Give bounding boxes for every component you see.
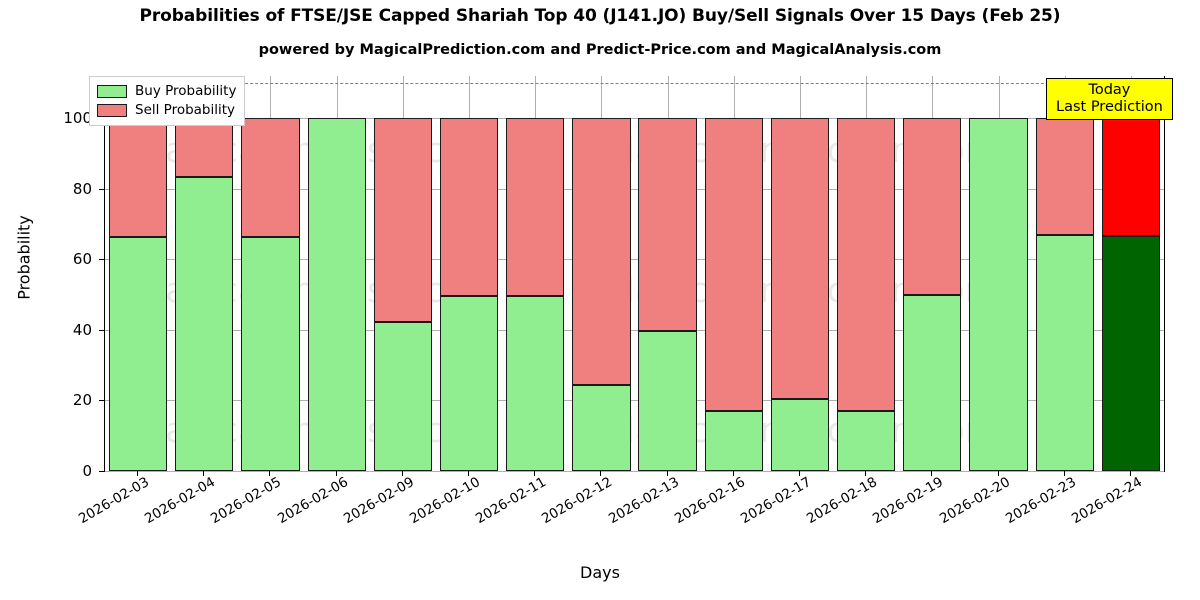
legend-item-sell[interactable]: Sell Probability (97, 101, 236, 120)
y-tick-label: 40 (72, 320, 92, 339)
legend-label-buy: Buy Probability (135, 82, 237, 99)
chart-title: Probabilities of FTSE/JSE Capped Shariah… (139, 6, 1061, 26)
x-tick-mark (137, 471, 139, 476)
bar-group[interactable] (770, 76, 830, 471)
bar-segment-sell[interactable] (572, 118, 631, 385)
x-tick-mark (468, 471, 470, 476)
x-axis-label: Days (580, 563, 620, 582)
x-tick-mark (666, 471, 668, 476)
bar-segment-sell[interactable] (837, 118, 896, 412)
gridline-horizontal (105, 471, 1164, 472)
bar-group[interactable] (969, 76, 1028, 471)
chart-subtitle: powered by MagicalPrediction.com and Pre… (258, 42, 942, 58)
bar-group[interactable] (506, 76, 565, 471)
y-tick-mark (99, 471, 104, 472)
bar-group[interactable] (439, 76, 499, 471)
bar-segment-sell[interactable] (770, 118, 830, 399)
x-tick-mark (335, 471, 337, 476)
bar-segment-buy[interactable] (969, 118, 1028, 471)
bar-segment-sell[interactable] (903, 118, 962, 295)
bar-segment-sell[interactable] (638, 118, 697, 331)
bar-segment-buy[interactable] (175, 177, 234, 471)
bar-segment-buy[interactable] (638, 330, 697, 471)
x-tick-mark (600, 471, 602, 476)
x-tick-mark (1063, 471, 1065, 476)
bar-segment-sell[interactable] (439, 118, 499, 297)
bar-segment-sell[interactable] (373, 118, 432, 323)
gridline-horizontal (105, 259, 1164, 261)
gridline-horizontal (105, 188, 1164, 190)
bar-group[interactable] (572, 76, 631, 471)
bar-segment-buy[interactable] (1101, 236, 1161, 471)
bar-group[interactable] (175, 76, 234, 471)
bar-group[interactable] (837, 76, 896, 471)
bar-segment-sell[interactable] (1035, 118, 1094, 235)
reference-dashed-line (105, 83, 1164, 85)
bar-segment-buy[interactable] (241, 237, 300, 471)
today-annotation: Today Last Prediction (1046, 78, 1173, 121)
bar-segment-buy[interactable] (108, 237, 168, 471)
x-tick-mark (269, 471, 271, 476)
bar-group[interactable] (903, 76, 962, 471)
bar-segment-buy[interactable] (506, 296, 565, 471)
x-tick-mark (534, 471, 536, 476)
bar-group[interactable] (704, 76, 763, 471)
y-tick-label: 60 (72, 250, 92, 269)
today-annotation-line1: Today (1088, 82, 1131, 98)
bar-segment-sell[interactable] (175, 118, 234, 178)
bar-group[interactable] (307, 76, 366, 471)
bar-group[interactable] (241, 76, 300, 471)
gridline-horizontal (105, 400, 1164, 402)
legend-label-sell: Sell Probability (135, 101, 236, 118)
gridline-horizontal (105, 329, 1164, 331)
legend-item-buy[interactable]: Buy Probability (97, 82, 236, 101)
bar-segment-sell[interactable] (108, 118, 168, 238)
legend-swatch-buy-icon (97, 85, 127, 98)
today-annotation-line2: Last Prediction (1056, 98, 1163, 115)
bar-segment-buy[interactable] (837, 411, 896, 471)
bar-segment-sell[interactable] (1101, 118, 1161, 237)
bar-segment-buy[interactable] (770, 398, 830, 471)
x-tick-mark (401, 471, 403, 476)
x-tick-mark (732, 471, 734, 476)
bar-group[interactable] (1101, 76, 1161, 471)
x-tick-mark (1129, 471, 1131, 476)
legend-swatch-sell-icon (97, 104, 127, 117)
chart-legend: Buy Probability Sell Probability (89, 76, 246, 126)
x-tick-mark (203, 471, 205, 476)
bar-segment-sell[interactable] (506, 118, 565, 297)
y-tick-mark (99, 329, 104, 331)
x-tick-mark (931, 471, 933, 476)
x-tick-mark (798, 471, 800, 476)
bar-group[interactable] (373, 76, 432, 471)
y-axis-label: Probability (14, 215, 34, 300)
y-tick-mark (99, 400, 104, 402)
plot-area: MagicalAnalysis.comMagicalPrediction.com… (104, 76, 1165, 472)
y-tick-mark (99, 259, 104, 261)
y-tick-label: 0 (82, 462, 92, 480)
bar-segment-buy[interactable] (1035, 234, 1094, 471)
bar-group[interactable] (638, 76, 697, 471)
bar-group[interactable] (108, 76, 168, 471)
bar-segment-buy[interactable] (307, 118, 366, 471)
gridline-horizontal (105, 118, 1164, 120)
y-tick-label: 100 (63, 109, 92, 128)
y-tick-mark (99, 188, 104, 190)
y-tick-label: 80 (72, 179, 92, 198)
bar-segment-sell[interactable] (241, 118, 300, 238)
x-tick-mark (865, 471, 867, 476)
bar-segment-buy[interactable] (439, 296, 499, 471)
x-tick-mark (997, 471, 999, 476)
bar-segment-buy[interactable] (704, 411, 763, 471)
bar-group[interactable] (1035, 76, 1094, 471)
bar-segment-buy[interactable] (903, 294, 962, 471)
bar-segment-buy[interactable] (373, 322, 432, 471)
y-tick-label: 20 (72, 391, 92, 410)
bar-segment-buy[interactable] (572, 384, 631, 471)
bar-segment-sell[interactable] (704, 118, 763, 412)
